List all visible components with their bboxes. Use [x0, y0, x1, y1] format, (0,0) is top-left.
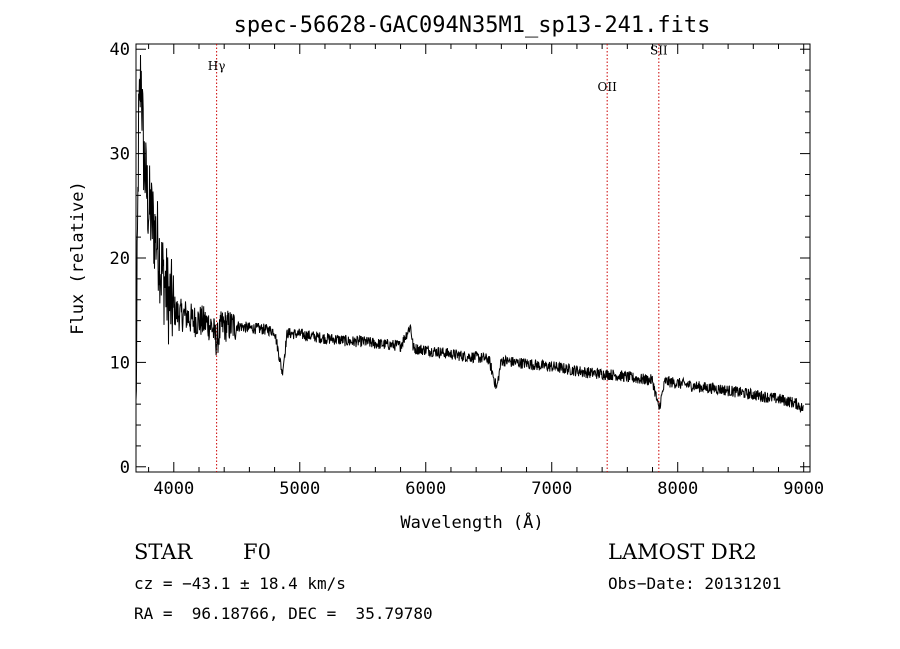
x-tick-label: 9000 — [783, 479, 824, 499]
line-markers: Hγ OII SII — [208, 43, 668, 472]
x-axis-label: Wavelength (Å) — [400, 511, 543, 533]
spectrum-line — [135, 54, 804, 414]
y-axis-label: Flux (relative) — [68, 181, 88, 335]
obs-date: Obs−Date: 20131201 — [608, 574, 782, 593]
x-tick-label: 4000 — [153, 479, 194, 499]
y-tick-label: 40 — [110, 40, 130, 60]
line-marker-label: SII — [650, 43, 668, 57]
y-tick-label: 0 — [120, 458, 130, 478]
x-tick-label: 7000 — [531, 479, 572, 499]
redshift-cz: cz = −43.1 ± 18.4 km/s — [134, 574, 346, 593]
x-tick-label: 5000 — [279, 479, 320, 499]
object-subclass: F0 — [243, 540, 271, 564]
plot-frame — [135, 43, 811, 473]
y-tick-label: 30 — [110, 145, 130, 165]
chart-title: spec-56628-GAC094N35M1_sp13-241.fits — [234, 13, 711, 38]
object-class: STAR — [134, 540, 193, 564]
line-marker-label: Hγ — [208, 59, 226, 73]
line-marker-label: OII — [598, 80, 618, 94]
y-tick-label: 10 — [110, 353, 130, 373]
axis-ticks — [136, 44, 810, 472]
y-tick-label: 20 — [110, 249, 130, 269]
coordinates: RA = 96.18766, DEC = 35.79780 — [134, 604, 433, 623]
x-tick-label: 8000 — [657, 479, 698, 499]
survey-name: LAMOST DR2 — [608, 540, 757, 564]
series-layer — [135, 54, 804, 414]
x-tick-label: 6000 — [405, 479, 446, 499]
tick-labels: 4000 5000 6000 7000 8000 9000 0 10 20 30 40 — [110, 40, 825, 499]
